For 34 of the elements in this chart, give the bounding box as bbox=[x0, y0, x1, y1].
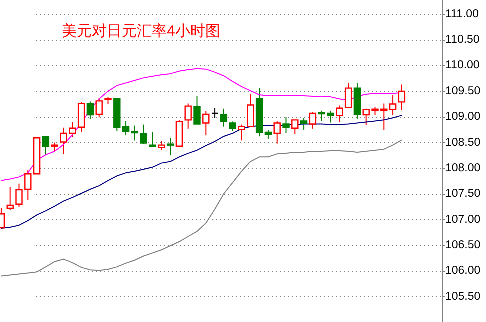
y-tick-label: 107.00 bbox=[446, 214, 481, 226]
y-tick-label: 108.50 bbox=[446, 136, 481, 149]
candlestick bbox=[282, 116, 290, 134]
y-tick-label: 109.00 bbox=[446, 111, 481, 124]
y-tick-label: 105.50 bbox=[446, 290, 481, 303]
candlestick bbox=[292, 120, 299, 136]
y-tick-label: 111.00 bbox=[446, 8, 479, 20]
candlestick bbox=[6, 186, 14, 212]
candlestick bbox=[42, 136, 50, 156]
candlestick bbox=[166, 138, 174, 156]
candlestick bbox=[184, 103, 192, 130]
candlestick bbox=[274, 120, 281, 144]
candlestick bbox=[398, 84, 406, 111]
candlestick bbox=[309, 111, 317, 130]
y-tick-label: 108.00 bbox=[446, 162, 481, 174]
candlestick bbox=[131, 125, 139, 142]
candlestick bbox=[202, 110, 210, 136]
candlestick bbox=[78, 102, 86, 133]
candlestick bbox=[194, 96, 201, 125]
candlestick bbox=[300, 118, 308, 130]
y-tick-label: 110.00 bbox=[446, 60, 480, 72]
candlestick bbox=[140, 124, 148, 145]
y-tick-label: 106.00 bbox=[446, 265, 481, 278]
candlestick bbox=[96, 98, 103, 118]
candlestick bbox=[220, 108, 228, 128]
y-tick-label: 109.50 bbox=[446, 85, 481, 98]
candlestick bbox=[229, 121, 236, 132]
candlestick bbox=[149, 132, 156, 148]
text: 美元对日元汇率4小时图 bbox=[62, 23, 220, 40]
y-tick-label: 107.50 bbox=[446, 188, 481, 200]
y-tick-label: 106.50 bbox=[446, 239, 481, 252]
candlestick bbox=[86, 101, 94, 120]
candlestick bbox=[211, 108, 219, 119]
y-tick-label: 110.50 bbox=[446, 34, 480, 46]
